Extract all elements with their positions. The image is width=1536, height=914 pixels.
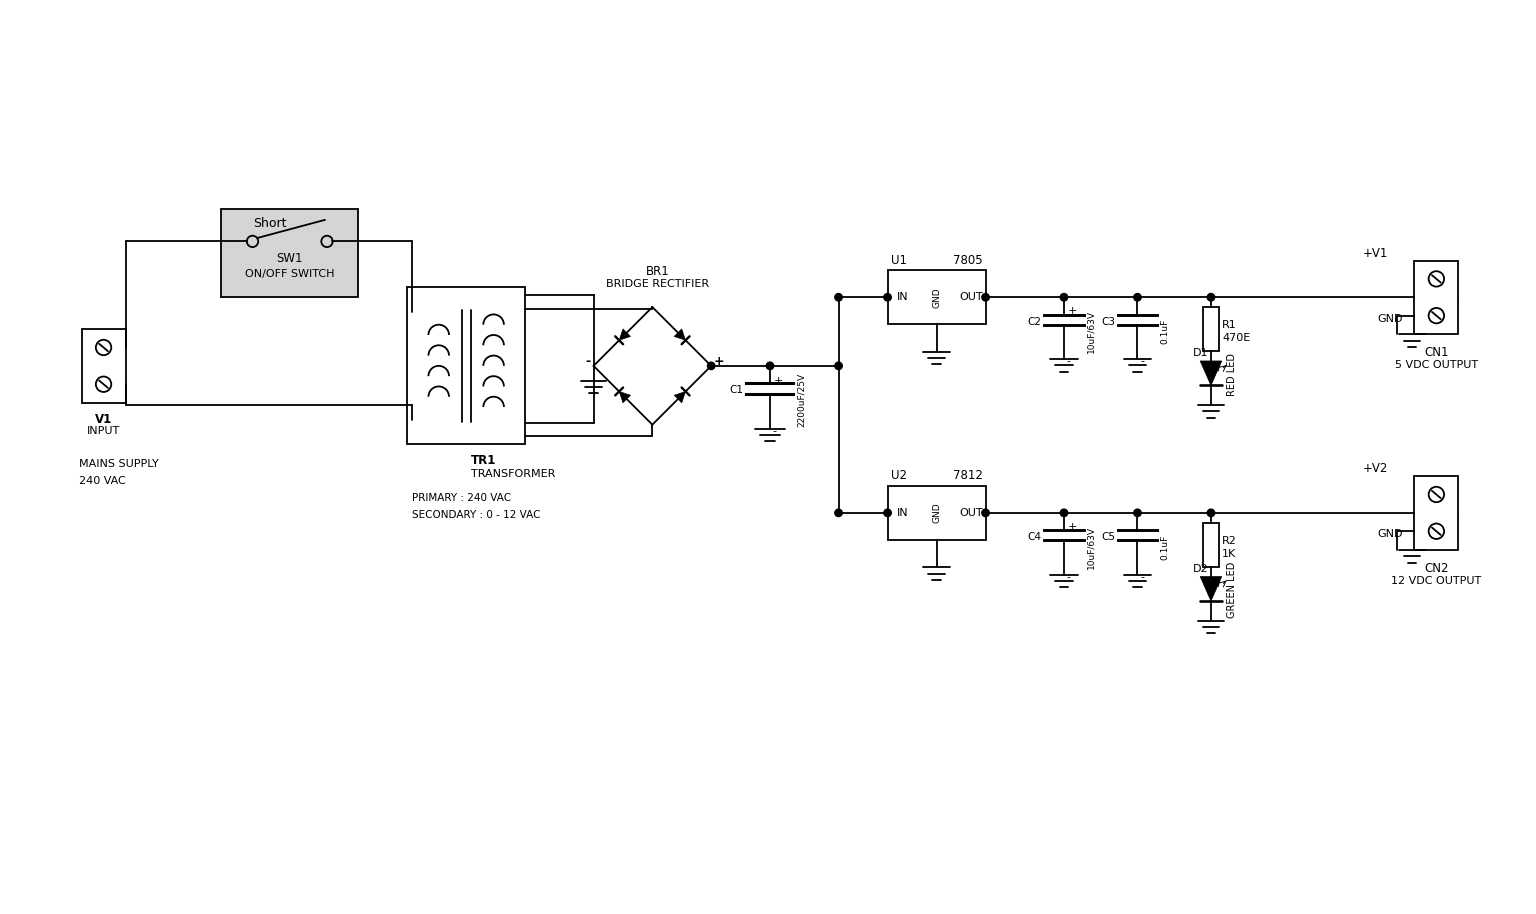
Circle shape <box>1207 293 1215 301</box>
Bar <box>407 288 525 444</box>
Text: 0.1uF: 0.1uF <box>1160 535 1169 559</box>
Text: BR1: BR1 <box>645 265 670 278</box>
Bar <box>221 209 358 297</box>
Text: CN2: CN2 <box>1424 562 1448 575</box>
Text: 1K: 1K <box>1223 548 1236 558</box>
Text: R1: R1 <box>1223 320 1236 330</box>
Bar <box>888 486 986 540</box>
Text: GREEN LED: GREEN LED <box>1227 562 1236 618</box>
Text: C5: C5 <box>1101 532 1115 542</box>
Text: -: - <box>1140 571 1144 581</box>
Text: PRIMARY : 240 VAC: PRIMARY : 240 VAC <box>412 494 511 504</box>
Text: U1: U1 <box>891 254 906 267</box>
Circle shape <box>1134 509 1141 516</box>
Text: +: + <box>774 376 783 386</box>
Text: C3: C3 <box>1101 317 1115 327</box>
Bar <box>1203 523 1220 567</box>
Bar <box>81 329 126 402</box>
Text: D1: D1 <box>1192 348 1207 358</box>
Text: 7812: 7812 <box>952 470 983 483</box>
Text: -: - <box>585 356 591 368</box>
Circle shape <box>1134 293 1141 301</box>
Text: GND: GND <box>932 503 942 523</box>
Text: C1: C1 <box>730 386 743 396</box>
Text: ON/OFF SWITCH: ON/OFF SWITCH <box>246 269 335 279</box>
Circle shape <box>836 362 842 369</box>
Text: -: - <box>1140 356 1144 367</box>
Text: 2200uF/25V: 2200uF/25V <box>797 373 805 427</box>
Text: -: - <box>1068 356 1071 367</box>
Text: GND: GND <box>932 287 942 308</box>
Text: OUT: OUT <box>958 292 983 303</box>
Text: C2: C2 <box>1028 317 1041 327</box>
Circle shape <box>982 293 989 301</box>
Circle shape <box>1207 509 1215 516</box>
Text: IN: IN <box>897 508 908 518</box>
Text: TRANSFORMER: TRANSFORMER <box>472 469 556 479</box>
Text: +V2: +V2 <box>1362 462 1389 475</box>
Text: 470E: 470E <box>1223 333 1250 343</box>
Polygon shape <box>674 391 685 403</box>
Text: 240 VAC: 240 VAC <box>78 475 126 485</box>
Text: IN: IN <box>897 292 908 303</box>
Circle shape <box>1060 293 1068 301</box>
Text: +: + <box>714 356 725 368</box>
Text: 12 VDC OUTPUT: 12 VDC OUTPUT <box>1392 576 1482 586</box>
Polygon shape <box>674 329 685 340</box>
Text: V1: V1 <box>95 413 112 426</box>
Circle shape <box>1060 509 1068 516</box>
Text: +: + <box>1068 306 1077 316</box>
Circle shape <box>883 293 891 301</box>
Text: +V1: +V1 <box>1362 247 1389 260</box>
Text: INPUT: INPUT <box>88 426 120 436</box>
Text: RED LED: RED LED <box>1227 353 1236 396</box>
Text: GND: GND <box>1378 529 1402 539</box>
Text: GND: GND <box>1378 314 1402 324</box>
Text: +: + <box>1068 522 1077 532</box>
Text: 10uF/63V: 10uF/63V <box>1086 526 1095 569</box>
Bar <box>1415 476 1458 549</box>
Text: CN1: CN1 <box>1424 346 1448 359</box>
Text: 7805: 7805 <box>952 254 983 267</box>
Circle shape <box>883 509 891 516</box>
Bar <box>1203 307 1220 351</box>
Text: MAINS SUPPLY: MAINS SUPPLY <box>78 459 158 469</box>
Text: -: - <box>773 426 777 436</box>
Circle shape <box>982 509 989 516</box>
Text: 5 VDC OUTPUT: 5 VDC OUTPUT <box>1395 360 1478 370</box>
Circle shape <box>766 362 774 369</box>
Bar <box>888 271 986 324</box>
Text: SW1: SW1 <box>276 251 303 264</box>
Circle shape <box>836 293 842 301</box>
Polygon shape <box>1200 361 1221 386</box>
Text: SECONDARY : 0 - 12 VAC: SECONDARY : 0 - 12 VAC <box>412 510 541 520</box>
Circle shape <box>708 362 714 369</box>
Polygon shape <box>1200 577 1221 601</box>
Polygon shape <box>619 329 631 340</box>
Text: C4: C4 <box>1028 532 1041 542</box>
Text: U2: U2 <box>891 470 906 483</box>
Text: TR1: TR1 <box>472 454 496 467</box>
Text: OUT: OUT <box>958 508 983 518</box>
Bar <box>1415 260 1458 334</box>
Text: 0.1uF: 0.1uF <box>1160 319 1169 345</box>
Text: R2: R2 <box>1223 536 1236 546</box>
Text: Short: Short <box>253 217 287 230</box>
Text: BRIDGE RECTIFIER: BRIDGE RECTIFIER <box>605 280 708 290</box>
Text: -: - <box>1068 571 1071 581</box>
Text: D2: D2 <box>1192 564 1207 574</box>
Polygon shape <box>619 391 631 403</box>
Text: 10uF/63V: 10uF/63V <box>1086 310 1095 353</box>
Circle shape <box>836 509 842 516</box>
